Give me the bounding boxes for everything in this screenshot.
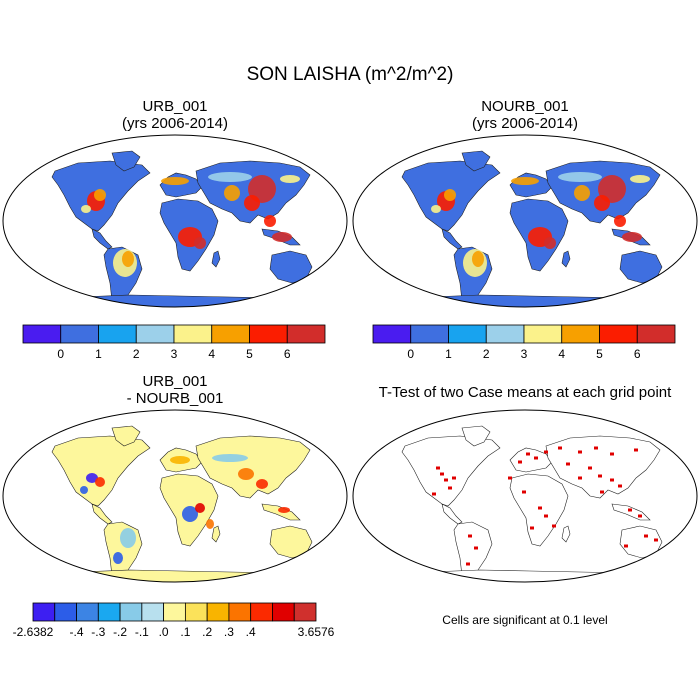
colorbar-swatch xyxy=(206,602,230,622)
figure-title: SON LAISHA (m^2/m^2) xyxy=(246,64,454,85)
map-panel-4 xyxy=(352,409,698,583)
colorbar-tick-label: .3 xyxy=(224,625,234,639)
colorbar-swatch xyxy=(211,324,250,344)
colorbar-tick-label: -.4 xyxy=(70,625,84,639)
colorbar-swatch xyxy=(184,602,208,622)
colorbar-swatch xyxy=(372,324,412,344)
colorbar-swatch xyxy=(76,602,99,622)
colorbar-urb: 0 1 2 3 4 5 6 xyxy=(22,324,326,361)
map-panel-3 xyxy=(2,409,348,583)
colorbar-swatch xyxy=(272,602,295,622)
colorbar-tick-label: 5 xyxy=(596,347,603,361)
colorbar-swatch xyxy=(135,324,175,344)
colorbar-tick-label: 0 xyxy=(57,347,64,361)
colorbar-swatch xyxy=(98,324,137,344)
map-panel-2 xyxy=(352,134,698,308)
colorbar-tick-label: -.2 xyxy=(113,625,127,639)
colorbar-swatch xyxy=(173,324,213,344)
colorbar-tick-label: 4 xyxy=(208,347,215,361)
colorbar-swatch xyxy=(119,602,143,622)
colorbar-tick-label: 0 xyxy=(407,347,414,361)
panel-3-title: URB_001 xyxy=(142,373,208,390)
colorbar-swatch xyxy=(410,324,449,344)
colorbar-swatch xyxy=(97,602,121,622)
colorbar-tick-label: 6 xyxy=(284,347,291,361)
colorbar-tick-label: 3.6576 xyxy=(298,625,335,639)
colorbar-difference: -2.6382 -.4 -.3 -.2 -.1 .0 .1 .2 .3 .4 3.6576 xyxy=(13,602,335,639)
colorbar-tick-label: -.1 xyxy=(135,625,149,639)
colorbar-swatch xyxy=(485,324,525,344)
colorbar-swatch xyxy=(561,324,600,344)
panel-3-subtitle: - NOURB_001 xyxy=(126,390,224,407)
colorbar-tick-label: -2.6382 xyxy=(13,625,54,639)
panel-4-title: T-Test of two Case means at each grid po… xyxy=(378,384,672,401)
colorbar-tick-label: 4 xyxy=(558,347,565,361)
colorbar-swatch xyxy=(60,324,99,344)
colorbar-swatch xyxy=(599,324,638,344)
colorbar-tick-label: 2 xyxy=(133,347,140,361)
colorbar-tick-label: .1 xyxy=(180,625,190,639)
colorbar-tick-label: 6 xyxy=(634,347,641,361)
colorbar-tick-label: 3 xyxy=(521,347,528,361)
colorbar-swatch xyxy=(141,602,165,622)
panel-1-title: URB_001 xyxy=(142,98,208,115)
colorbar-tick-label: .4 xyxy=(246,625,256,639)
map-panel-1 xyxy=(2,134,348,308)
panel-1-subtitle: (yrs 2006-2014) xyxy=(122,115,228,132)
significance-note: Cells are significant at 0.1 level xyxy=(442,613,608,627)
colorbar-tick-label: .2 xyxy=(202,625,212,639)
colorbar-swatch xyxy=(54,602,77,622)
panel-2-subtitle: (yrs 2006-2014) xyxy=(472,115,578,132)
colorbar-tick-label: 3 xyxy=(171,347,178,361)
colorbar-swatch xyxy=(22,324,62,344)
colorbar-tick-label: 2 xyxy=(483,347,490,361)
colorbar-swatch xyxy=(250,602,273,622)
colorbar-swatch xyxy=(448,324,487,344)
colorbar-swatch xyxy=(228,602,252,622)
colorbar-swatch xyxy=(523,324,563,344)
panel-2-title: NOURB_001 xyxy=(481,98,569,115)
colorbar-tick-label: .0 xyxy=(159,625,169,639)
colorbar-swatch xyxy=(293,602,317,622)
colorbar-swatch xyxy=(286,324,326,344)
colorbar-tick-label: 1 xyxy=(95,347,102,361)
colorbar-tick-label: 5 xyxy=(246,347,253,361)
colorbar-swatch xyxy=(32,602,56,622)
colorbar-tick-label: 1 xyxy=(445,347,452,361)
colorbar-swatch xyxy=(636,324,676,344)
colorbar-tick-label: -.3 xyxy=(91,625,105,639)
colorbar-nourb: 0 1 2 3 4 5 6 xyxy=(372,324,676,361)
colorbar-swatch xyxy=(249,324,288,344)
colorbar-swatch xyxy=(163,602,186,622)
